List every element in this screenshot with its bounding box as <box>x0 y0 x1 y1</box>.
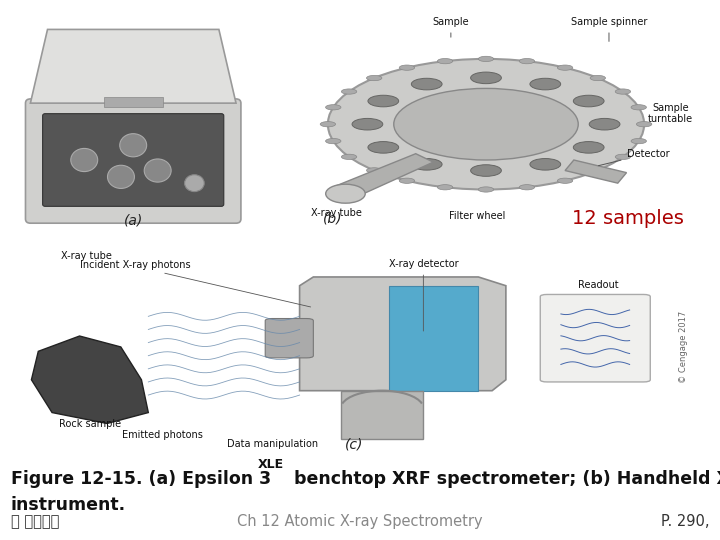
Ellipse shape <box>636 122 652 127</box>
Ellipse shape <box>325 138 341 144</box>
Polygon shape <box>389 286 478 391</box>
Text: benchtop XRF spectrometer; (b) Handheld XRF: benchtop XRF spectrometer; (b) Handheld … <box>288 470 720 488</box>
Ellipse shape <box>478 56 494 62</box>
Text: (c): (c) <box>346 438 364 452</box>
Text: Filter wheel: Filter wheel <box>449 211 505 220</box>
Circle shape <box>120 134 147 157</box>
Ellipse shape <box>616 154 631 159</box>
Ellipse shape <box>400 178 415 184</box>
Ellipse shape <box>519 58 535 64</box>
Ellipse shape <box>519 185 535 190</box>
Text: Rock sample: Rock sample <box>59 419 121 429</box>
Text: X-ray detector: X-ray detector <box>389 259 458 331</box>
Text: Readout: Readout <box>578 280 619 290</box>
Polygon shape <box>332 154 433 198</box>
FancyBboxPatch shape <box>540 294 650 382</box>
Ellipse shape <box>366 76 382 80</box>
Ellipse shape <box>325 105 341 110</box>
Text: instrument.: instrument. <box>11 496 126 514</box>
Ellipse shape <box>411 159 442 170</box>
Polygon shape <box>565 160 626 183</box>
Ellipse shape <box>631 138 647 144</box>
Text: (a): (a) <box>124 213 143 227</box>
Ellipse shape <box>394 89 578 160</box>
Circle shape <box>325 184 365 203</box>
Text: Incident X-ray photons: Incident X-ray photons <box>79 260 190 271</box>
Ellipse shape <box>631 105 647 110</box>
Ellipse shape <box>437 58 453 64</box>
Ellipse shape <box>320 122 336 127</box>
Ellipse shape <box>530 159 561 170</box>
Ellipse shape <box>573 95 604 107</box>
Ellipse shape <box>530 78 561 90</box>
Ellipse shape <box>557 65 572 70</box>
Ellipse shape <box>400 65 415 70</box>
Polygon shape <box>341 391 423 439</box>
Ellipse shape <box>411 78 442 90</box>
Polygon shape <box>300 277 506 391</box>
Ellipse shape <box>557 178 572 184</box>
Ellipse shape <box>471 72 501 84</box>
Circle shape <box>71 148 98 172</box>
Ellipse shape <box>478 187 494 192</box>
Ellipse shape <box>341 154 356 159</box>
Circle shape <box>144 159 171 182</box>
FancyBboxPatch shape <box>265 319 313 358</box>
Text: © Cengage 2017: © Cengage 2017 <box>679 311 688 383</box>
Text: 12 samples: 12 samples <box>572 209 684 228</box>
Ellipse shape <box>573 141 604 153</box>
Ellipse shape <box>616 89 631 94</box>
Text: P. 290,: P. 290, <box>661 514 709 529</box>
Ellipse shape <box>368 141 399 153</box>
FancyBboxPatch shape <box>42 113 224 206</box>
Polygon shape <box>30 29 236 103</box>
Text: 图 歐亞書局: 图 歐亞書局 <box>11 514 59 529</box>
Text: Sample spinner: Sample spinner <box>571 17 647 42</box>
Ellipse shape <box>328 59 644 190</box>
Circle shape <box>184 175 204 192</box>
Ellipse shape <box>366 168 382 173</box>
Ellipse shape <box>471 165 501 177</box>
Text: Sample: Sample <box>433 17 469 37</box>
Text: X-ray tube: X-ray tube <box>311 208 362 219</box>
Text: (b): (b) <box>323 211 342 225</box>
Ellipse shape <box>437 185 453 190</box>
Text: Emitted photons: Emitted photons <box>122 430 202 440</box>
Text: Data manipulation: Data manipulation <box>227 439 318 449</box>
Text: Detector: Detector <box>598 148 669 166</box>
Ellipse shape <box>341 89 356 94</box>
Text: Sample
turntable: Sample turntable <box>648 103 693 124</box>
Text: X-ray tube: X-ray tube <box>61 251 112 261</box>
Circle shape <box>107 165 135 188</box>
Text: Figure 12-15. (a) Epsilon 3: Figure 12-15. (a) Epsilon 3 <box>11 470 271 488</box>
Ellipse shape <box>590 76 606 80</box>
Text: Ch 12 Atomic X-ray Spectrometry: Ch 12 Atomic X-ray Spectrometry <box>237 514 483 529</box>
Text: XLE: XLE <box>258 458 284 471</box>
Ellipse shape <box>368 95 399 107</box>
Ellipse shape <box>590 168 606 173</box>
FancyBboxPatch shape <box>25 99 241 223</box>
Polygon shape <box>32 336 148 423</box>
Ellipse shape <box>352 118 383 130</box>
Ellipse shape <box>589 118 620 130</box>
Bar <box>104 97 163 107</box>
